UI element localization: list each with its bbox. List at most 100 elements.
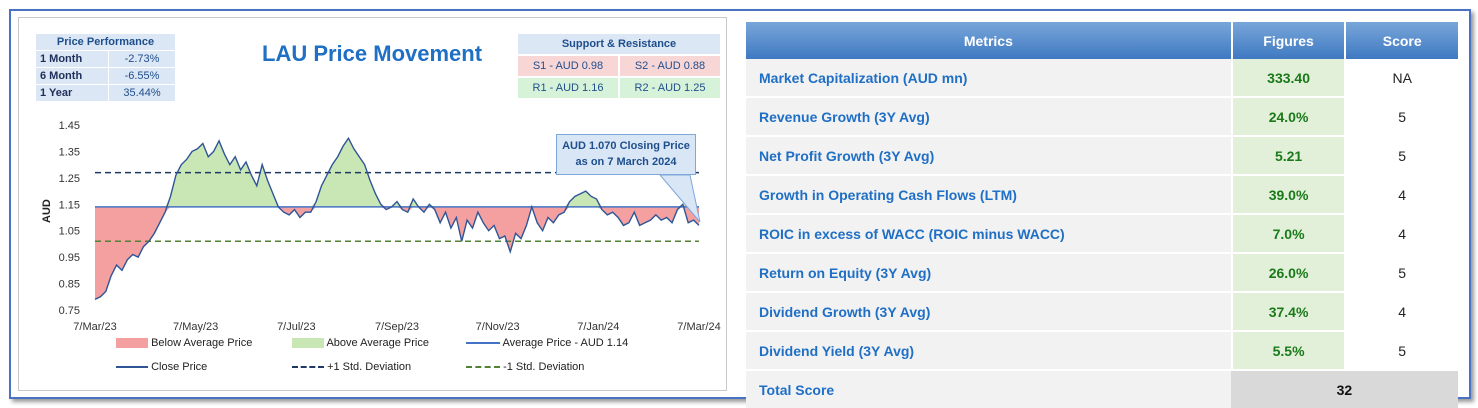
table-row: Net Profit Growth (3Y Avg) 5.21 5 xyxy=(746,137,1458,176)
metric-score: 4 xyxy=(1344,293,1458,332)
y-tick-label: 1.05 xyxy=(59,226,80,238)
resistance-2: R2 - AUD 1.25 xyxy=(618,76,722,100)
total-score-value: 32 xyxy=(1230,371,1458,408)
table-row: Return on Equity (3Y Avg) 26.0% 5 xyxy=(746,254,1458,293)
closing-price-callout: AUD 1.070 Closing Price as on 7 March 20… xyxy=(556,134,696,175)
price-performance-header: Price Performance xyxy=(35,33,176,51)
metrics-header: Metrics xyxy=(746,22,1231,59)
metric-label: Market Capitalization (AUD mn) xyxy=(746,59,1231,98)
resistance-1: R1 - AUD 1.16 xyxy=(516,76,620,100)
table-row: Dividend Growth (3Y Avg) 37.4% 4 xyxy=(746,293,1458,332)
metric-figure: 7.0% xyxy=(1230,215,1345,254)
metric-score: NA xyxy=(1344,59,1458,98)
minus-sd-swatch xyxy=(466,366,500,369)
support-2: S2 - AUD 0.88 xyxy=(618,54,722,78)
y-axis-label: AUD xyxy=(41,199,53,223)
total-row: Total Score 32 xyxy=(746,371,1458,408)
legend-average: Average Price - AUD 1.14 xyxy=(466,337,628,349)
legend-plus-sd: +1 Std. Deviation xyxy=(292,361,411,373)
table-row: 6 Month -6.55% xyxy=(35,67,176,85)
metric-label: Dividend Yield (3Y Avg) xyxy=(746,332,1231,371)
table-row: ROIC in excess of WACC (ROIC minus WACC)… xyxy=(746,215,1458,254)
price-performance-table: Price Performance 1 Month -2.73% 6 Month… xyxy=(35,33,176,102)
metric-label: Revenue Growth (3Y Avg) xyxy=(746,98,1231,137)
perf-value: -2.73% xyxy=(108,50,176,68)
x-tick-label: 7/Jul/23 xyxy=(277,321,316,333)
metric-figure: 24.0% xyxy=(1230,98,1345,137)
legend-close: Close Price xyxy=(116,361,207,373)
close-price-line xyxy=(94,136,700,301)
legend-below: Below Average Price xyxy=(116,337,252,349)
chart-title: LAU Price Movement xyxy=(262,41,483,66)
x-axis: 7/Mar/23 7/May/23 7/Jul/23 7/Sep/23 7/Nov/23… xyxy=(73,321,720,333)
x-tick-label: 7/Mar/23 xyxy=(73,321,116,333)
perf-label: 1 Year xyxy=(35,84,109,102)
table-row: 1 Month -2.73% xyxy=(35,50,176,68)
table-row: 1 Year 35.44% xyxy=(35,84,176,102)
x-tick-label: 7/Jan/24 xyxy=(577,321,619,333)
legend-minus-sd: -1 Std. Deviation xyxy=(466,361,584,373)
y-tick-label: 1.15 xyxy=(59,199,80,211)
metric-label: Growth in Operating Cash Flows (LTM) xyxy=(746,176,1231,215)
table-row: Revenue Growth (3Y Avg) 24.0% 5 xyxy=(746,98,1458,137)
total-score-label: Total Score xyxy=(746,371,1231,408)
legend-average-label: Average Price - AUD 1.14 xyxy=(502,337,629,349)
callout-line-2: as on 7 March 2024 xyxy=(575,156,677,168)
metric-score: 5 xyxy=(1344,137,1458,176)
below-swatch xyxy=(116,338,148,349)
metric-figure: 26.0% xyxy=(1230,254,1345,293)
metric-figure: 5.5% xyxy=(1230,332,1345,371)
legend-above-label: Above Average Price xyxy=(326,337,429,349)
x-tick-label: 7/Mar/24 xyxy=(677,321,720,333)
close-swatch xyxy=(116,366,148,369)
legend-close-label: Close Price xyxy=(151,361,208,373)
y-tick-label: 1.25 xyxy=(59,173,80,185)
y-tick-label: 0.95 xyxy=(59,252,80,264)
metric-figure: 333.40 xyxy=(1230,59,1345,98)
y-tick-label: 0.75 xyxy=(59,305,80,317)
callout-line-1: AUD 1.070 Closing Price xyxy=(562,140,690,152)
metric-label: Dividend Growth (3Y Avg) xyxy=(746,293,1231,332)
metric-score: 4 xyxy=(1344,215,1458,254)
table-row: Dividend Yield (3Y Avg) 5.5% 5 xyxy=(746,332,1458,371)
y-tick-label: 1.45 xyxy=(59,120,80,132)
y-tick-label: 0.85 xyxy=(59,279,80,291)
legend-above: Above Average Price xyxy=(292,337,429,349)
price-fills xyxy=(95,138,699,300)
perf-label: 6 Month xyxy=(35,67,109,85)
metric-figure: 37.4% xyxy=(1230,293,1345,332)
average-swatch xyxy=(466,342,500,345)
figures-header: Figures xyxy=(1230,22,1345,59)
legend-plus-sd-label: +1 Std. Deviation xyxy=(327,361,412,373)
metric-score: 5 xyxy=(1344,254,1458,293)
above-swatch xyxy=(292,338,324,349)
metric-label: Return on Equity (3Y Avg) xyxy=(746,254,1231,293)
price-chart: 1.45 1.35 1.25 1.15 1.05 0.95 0.85 0.75 7/Mar/2… xyxy=(41,120,721,333)
perf-value: 35.44% xyxy=(108,84,176,102)
support-1: S1 - AUD 0.98 xyxy=(516,54,620,78)
metric-label: Net Profit Growth (3Y Avg) xyxy=(746,137,1231,176)
x-tick-label: 7/Sep/23 xyxy=(375,321,419,333)
metric-score: 5 xyxy=(1344,332,1458,371)
x-tick-label: 7/Nov/23 xyxy=(476,321,520,333)
metric-score: 5 xyxy=(1344,98,1458,137)
above-average-area xyxy=(95,138,699,207)
below-average-area xyxy=(95,206,699,300)
score-header: Score xyxy=(1344,22,1458,59)
support-resistance-header: Support & Resistance xyxy=(516,32,722,56)
support-resistance-table: Support & Resistance S1 - AUD 0.98 S2 - … xyxy=(516,32,722,100)
table-row: Market Capitalization (AUD mn) 333.40 NA xyxy=(746,59,1458,98)
y-axis: 1.45 1.35 1.25 1.15 1.05 0.95 0.85 0.75 xyxy=(59,120,80,317)
legend-minus-sd-label: -1 Std. Deviation xyxy=(503,361,585,373)
perf-label: 1 Month xyxy=(35,50,109,68)
metric-label: ROIC in excess of WACC (ROIC minus WACC) xyxy=(746,215,1231,254)
legend-below-label: Below Average Price xyxy=(151,337,253,349)
plus-sd-swatch xyxy=(292,366,324,369)
table-row: Growth in Operating Cash Flows (LTM) 39.… xyxy=(746,176,1458,215)
x-tick-label: 7/May/23 xyxy=(173,321,218,333)
perf-value: -6.55% xyxy=(108,67,176,85)
metric-figure: 5.21 xyxy=(1230,137,1345,176)
y-tick-label: 1.35 xyxy=(59,146,80,158)
metric-score: 4 xyxy=(1344,176,1458,215)
metric-figure: 39.0% xyxy=(1230,176,1345,215)
